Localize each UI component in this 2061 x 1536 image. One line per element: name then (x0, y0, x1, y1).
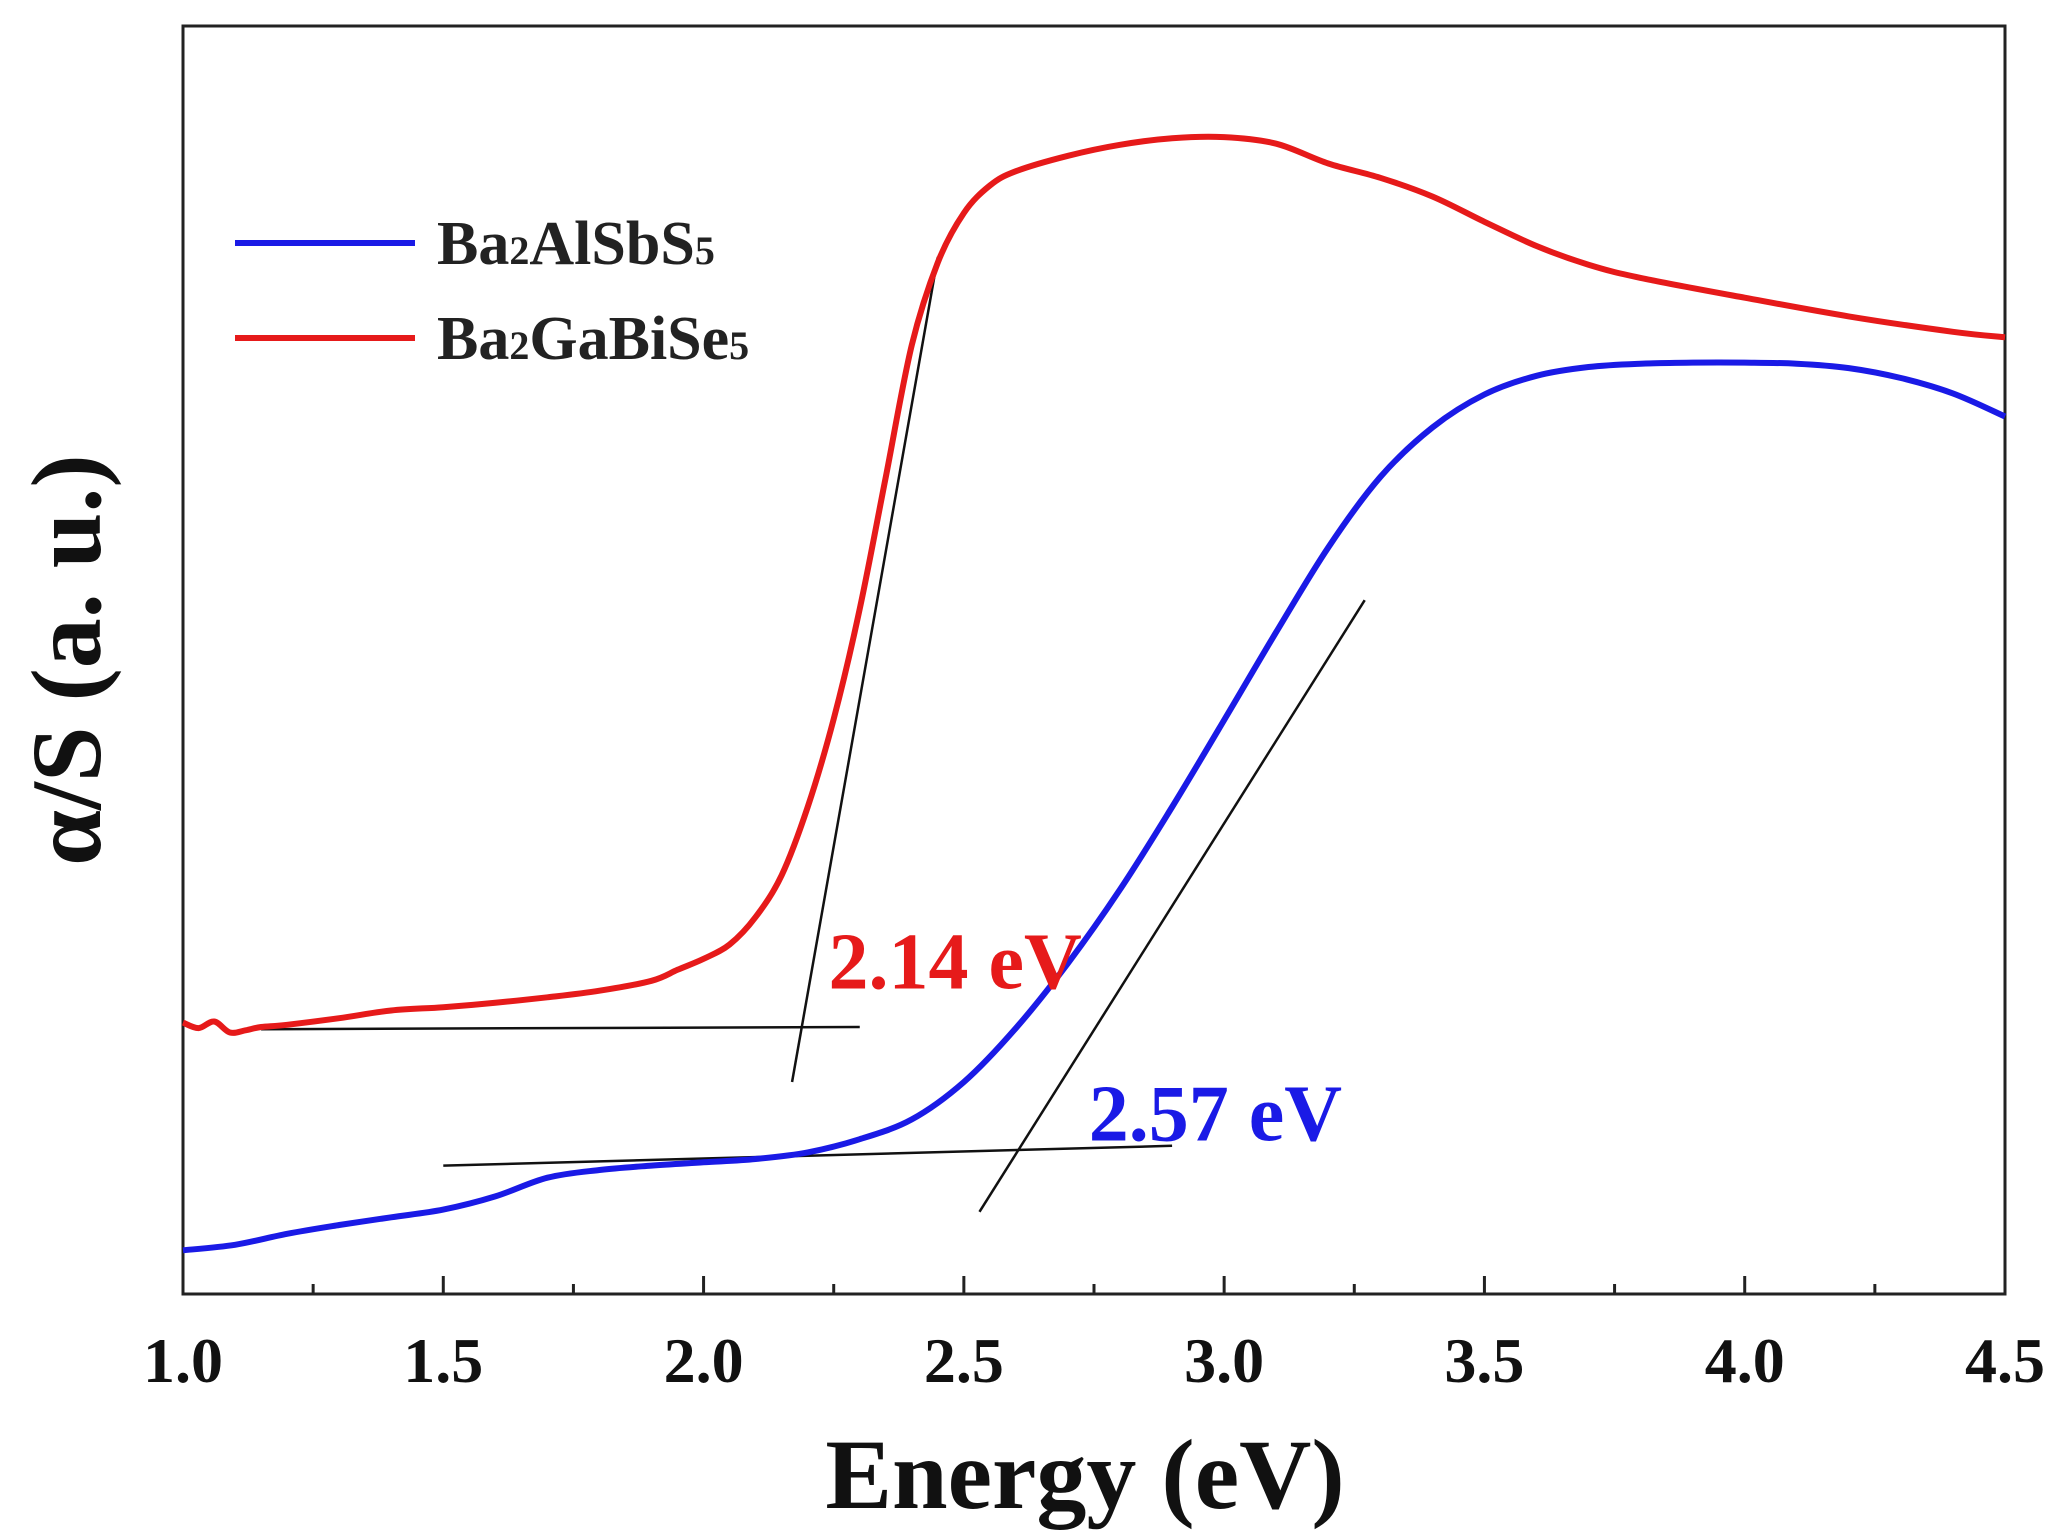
x-tick-label: 4.0 (1705, 1325, 1785, 1396)
legend-label-ba2alsbs5: Ba2AlSbS5 (437, 210, 715, 278)
x-tick-label: 3.5 (1444, 1325, 1524, 1396)
band-gap-label: 2.57 eV (1089, 1070, 1342, 1158)
y-axis-title: α/S (a. u.) (11, 454, 122, 865)
x-tick-label: 2.5 (924, 1325, 1004, 1396)
x-ticks (181, 1276, 2007, 1294)
x-tick-label: 4.5 (1965, 1325, 2045, 1396)
tangent-line-ba2gabise5 (790, 256, 940, 1083)
tangent-lines (261, 256, 1366, 1213)
tangent-line-ba2alsbs5 (443, 1144, 1173, 1167)
x-axis-title: Energy (eV) (825, 1419, 1344, 1530)
x-tick-label: 2.0 (664, 1325, 744, 1396)
legend-label-ba2gabise5: Ba2GaBiSe5 (437, 305, 749, 373)
x-tick-labels: 1.0 1.5 2.0 2.5 3.0 3.5 4.0 4.5 (143, 1325, 2045, 1396)
tangent-line-ba2alsbs5 (978, 599, 1366, 1213)
x-tick-label: 1.5 (403, 1325, 483, 1396)
x-tick-label: 1.0 (143, 1325, 223, 1396)
x-tick-label: 3.0 (1184, 1325, 1264, 1396)
band-gap-annotations: 2.14 eV2.57 eV (829, 919, 1343, 1159)
series-lines (181, 133, 2007, 1254)
band-gap-label: 2.14 eV (829, 919, 1082, 1007)
tangent-line-ba2gabise5 (261, 1025, 860, 1031)
series-line-ba2alsbs5 (182, 359, 2007, 1254)
legend: Ba2AlSbS5 Ba2GaBiSe5 (235, 210, 749, 373)
series-line-ba2gabise5 (181, 133, 2006, 1036)
